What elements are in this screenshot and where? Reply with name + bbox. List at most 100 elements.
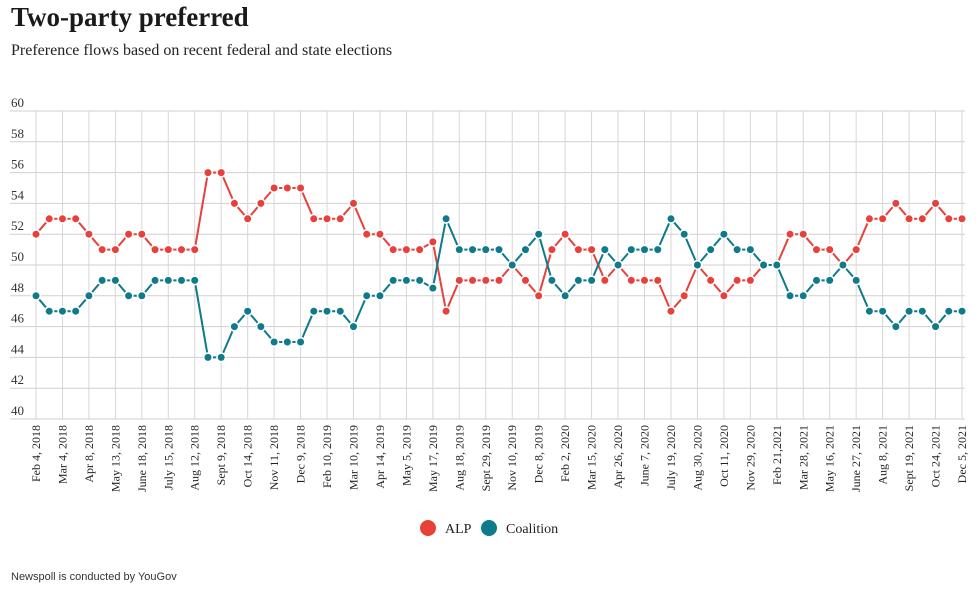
coalition-data-point: [163, 275, 174, 286]
legend-label-alp: ALP: [445, 522, 472, 537]
coalition-data-point: [705, 244, 716, 255]
coalition-data-point: [97, 275, 108, 286]
x-tick-label: May 17, 2019: [426, 425, 440, 492]
alp-data-point: [943, 213, 954, 224]
alp-data-point: [176, 244, 187, 255]
coalition-data-point: [282, 336, 293, 348]
coalition-data-point: [612, 259, 624, 271]
x-tick-label: June 27, 2021: [849, 425, 863, 492]
coalition-data-point: [930, 321, 941, 332]
alp-data-point: [533, 290, 544, 301]
alp-data-point: [83, 229, 95, 240]
x-axis: Feb 4, 2018 Mar 4, 2018 Apr 8, 2018 May 13,…: [29, 425, 969, 492]
x-tick-label: July 15, 2018: [161, 425, 175, 490]
alp-data-point: [493, 275, 505, 286]
coalition-data-point: [70, 306, 81, 317]
coalition-data-point: [679, 229, 690, 240]
y-tick-label: 50: [11, 249, 24, 264]
alp-data-point: [202, 167, 214, 178]
x-tick-label: Feb 2, 2020: [558, 425, 572, 482]
y-tick-label: 48: [11, 280, 24, 295]
alp-data-point: [269, 182, 280, 194]
coalition-data-point: [388, 275, 399, 286]
alp-data-point: [427, 236, 438, 247]
alp-data-point: [70, 213, 81, 224]
alp-data-point: [282, 182, 293, 194]
x-tick-label: Dec 8, 2019: [532, 425, 546, 483]
alp-data-point: [784, 229, 796, 240]
x-tick-label: Feb 4, 2018: [29, 425, 43, 482]
alp-data-point: [229, 198, 240, 209]
x-tick-label: June 18, 2018: [135, 425, 149, 492]
alp-data-point: [956, 213, 968, 224]
coalition-data-point: [361, 290, 372, 301]
coalition-data-point: [560, 290, 571, 301]
alp-data-point: [388, 244, 399, 255]
alp-data-point: [374, 229, 386, 240]
chart-legend: ALP Coalition: [420, 520, 558, 537]
alp-data-point: [242, 213, 253, 224]
coalition-data-point: [718, 229, 729, 240]
coalition-data-point: [229, 321, 240, 332]
x-tick-label: Aug 8, 2021: [876, 425, 890, 485]
coalition-data-point: [467, 244, 478, 255]
x-tick-label: May 16, 2021: [823, 425, 837, 492]
x-tick-label: Mar 4, 2018: [55, 425, 69, 484]
alp-data-point: [599, 275, 610, 286]
alp-data-point: [864, 213, 875, 224]
alp-data-point: [308, 213, 319, 224]
alp-data-point: [255, 198, 266, 209]
coalition-data-point: [242, 306, 253, 317]
alp-data-point: [652, 275, 663, 286]
alp-data-point: [546, 244, 558, 255]
coalition-data-point: [573, 275, 584, 286]
x-tick-label: Feb 10, 2019: [320, 425, 334, 488]
x-tick-label: Mar 28, 2021: [796, 425, 810, 490]
coalition-data-point: [546, 275, 558, 286]
coalition-data-point: [136, 290, 147, 301]
coalition-data-point: [890, 321, 901, 332]
y-tick-label: 46: [11, 311, 25, 326]
chart-series: [30, 167, 968, 363]
coalition-data-point: [520, 244, 531, 255]
chart-grid: [10, 110, 965, 420]
alp-data-point: [440, 306, 452, 317]
alp-data-point: [745, 275, 756, 286]
alp-data-point: [348, 198, 359, 209]
coalition-data-point: [811, 275, 822, 286]
x-tick-label: Feb 21,2021: [770, 425, 784, 485]
x-tick-label: Oct 11, 2020: [717, 425, 731, 487]
coalition-data-point: [269, 336, 280, 348]
x-tick-label: Nov 29, 2020: [743, 425, 757, 491]
coalition-data-point: [454, 244, 465, 255]
legend-marker-coalition: [481, 520, 497, 536]
alp-data-point: [110, 244, 121, 255]
alp-data-point: [520, 275, 531, 286]
legend-label-coalition: Coalition: [506, 522, 558, 537]
coalition-data-point: [189, 275, 200, 286]
coalition-data-point: [30, 290, 42, 301]
coalition-data-point: [202, 352, 214, 363]
legend-marker-alp: [420, 520, 436, 536]
y-tick-label: 52: [11, 218, 24, 233]
coalition-data-point: [123, 290, 134, 301]
x-tick-label: Dec 5, 2021: [955, 425, 969, 483]
alp-data-point: [930, 198, 941, 209]
x-tick-label: May 5, 2019: [399, 425, 413, 486]
coalition-data-point: [586, 275, 597, 286]
y-tick-label: 58: [11, 126, 24, 141]
coalition-data-point: [414, 275, 425, 286]
alp-data-point: [560, 229, 571, 240]
alp-data-point: [467, 275, 478, 286]
coalition-data-point: [335, 306, 346, 317]
alp-data-point: [454, 275, 465, 286]
coalition-data-point: [771, 259, 782, 271]
alp-data-point: [903, 213, 915, 224]
coalition-data-point: [692, 259, 703, 271]
alp-data-point: [917, 213, 928, 224]
chart-subtitle: Preference flows based on recent federal…: [11, 42, 393, 59]
alp-data-point: [798, 229, 809, 240]
coalition-data-point: [639, 244, 650, 255]
y-tick-label: 56: [11, 157, 25, 172]
